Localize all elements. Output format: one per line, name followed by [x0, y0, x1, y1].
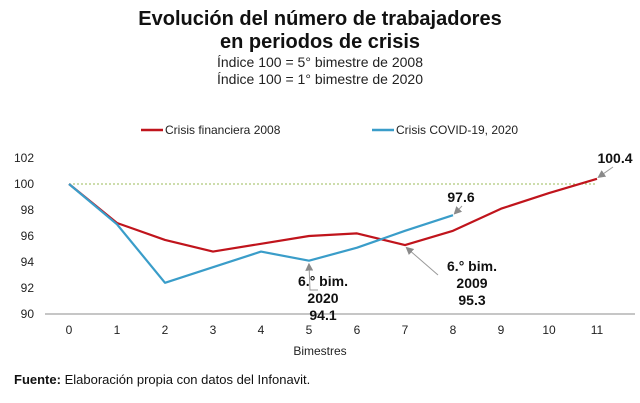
legend-label-2020: Crisis COVID-19, 2020 — [396, 123, 518, 137]
x-tick-label: 1 — [114, 323, 121, 337]
chart-title-line-1: Evolución del número de trabajadores — [138, 8, 502, 30]
y-tick-label: 92 — [21, 281, 35, 295]
annotation-arrow — [597, 166, 614, 178]
x-tick-label: 8 — [450, 323, 457, 337]
annotation-arrow — [405, 246, 439, 276]
y-ticks: 90 92 94 96 98 100 102 — [14, 151, 34, 321]
annotation-label-covid-last: 97.6 — [447, 189, 474, 205]
x-tick-label: 6 — [354, 323, 361, 337]
y-tick-label: 90 — [21, 307, 35, 321]
chart-title-line-2: en periodos de crisis — [219, 31, 421, 53]
series-line-2020 — [68, 183, 454, 284]
source-label: Fuente: — [14, 372, 61, 387]
legend-label-2008: Crisis financiera 2008 — [165, 123, 281, 137]
annotation-arrow — [453, 205, 463, 215]
x-tick-label: 0 — [66, 323, 73, 337]
annotation-label-covid-min: 2020 — [307, 290, 338, 306]
y-tick-label: 100 — [14, 177, 34, 191]
annotation-label-covid-min: 94.1 — [309, 307, 336, 323]
x-tick-label: 4 — [258, 323, 265, 337]
annotation-label-fin-last: 100.4 — [597, 150, 632, 166]
x-tick-label: 2 — [162, 323, 169, 337]
annotation-arrow — [305, 262, 318, 291]
x-tick-label: 7 — [402, 323, 409, 337]
x-tick-label: 9 — [498, 323, 505, 337]
legend: Crisis financiera 2008 Crisis COVID-19, … — [141, 123, 518, 137]
annotation-label-fin-min: 6.° bim. — [447, 258, 497, 274]
annotation-label-covid-min: 6.° bim. — [298, 273, 348, 289]
chart-subtitle-line-2: Índice 100 = 1° bimestre de 2020 — [216, 71, 423, 87]
y-tick-label: 94 — [21, 255, 35, 269]
source-text: Elaboración propia con datos del Infonav… — [60, 372, 311, 387]
annotation-label-fin-min: 95.3 — [458, 292, 485, 308]
series-line-2008 — [68, 177, 598, 253]
source-note: Fuente: Elaboración propia con datos del… — [14, 372, 310, 387]
x-tick-label: 11 — [591, 323, 604, 337]
chart-subtitle-line-1: Índice 100 = 5° bimestre de 2008 — [216, 54, 423, 70]
x-tick-label: 3 — [210, 323, 217, 337]
annotation-label-fin-min: 2009 — [456, 275, 487, 291]
x-ticks: 0 1 2 3 4 5 6 7 8 9 10 11 — [66, 323, 604, 337]
series-group — [68, 177, 598, 284]
y-tick-label: 96 — [21, 229, 35, 243]
y-tick-label: 98 — [21, 203, 35, 217]
x-tick-label: 10 — [542, 323, 556, 337]
x-axis-label: Bimestres — [293, 344, 346, 358]
y-tick-label: 102 — [14, 151, 34, 165]
x-tick-label: 5 — [306, 323, 313, 337]
